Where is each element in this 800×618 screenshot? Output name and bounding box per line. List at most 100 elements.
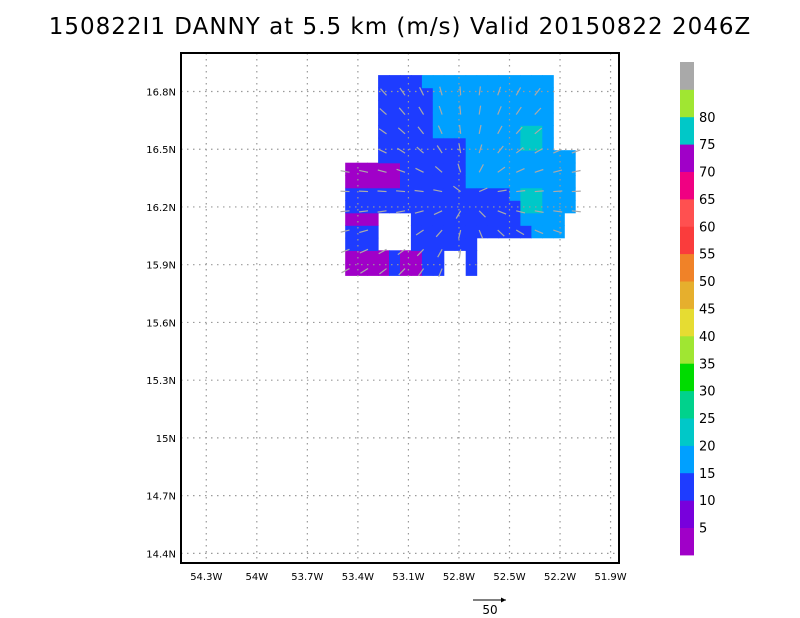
field-cell <box>465 237 478 251</box>
field-cell <box>400 162 412 176</box>
wind-vector <box>458 229 462 239</box>
field-cell <box>421 250 434 264</box>
field-cell <box>465 100 478 114</box>
field-cell <box>432 150 445 164</box>
wind-vector <box>516 190 526 193</box>
field-cell <box>553 187 565 201</box>
wind-vector <box>497 145 504 154</box>
field-cell <box>410 200 423 214</box>
field-cell <box>378 137 390 151</box>
wind-vector <box>534 168 544 173</box>
field-cell <box>400 175 412 189</box>
field-cell <box>421 150 434 164</box>
field-cell <box>564 162 576 176</box>
field-cell <box>421 225 434 239</box>
wind-vector <box>340 170 350 173</box>
colorbar-label: 75 <box>699 138 716 153</box>
field-cell <box>443 125 456 139</box>
wind-vector <box>437 249 443 258</box>
colorbar-segment <box>680 144 694 172</box>
wind-vector <box>459 105 462 115</box>
colorbar-segment <box>680 171 694 200</box>
field-cell <box>400 125 412 139</box>
field-cell <box>498 100 510 114</box>
wind-vector <box>415 167 424 173</box>
field-cell <box>542 87 554 101</box>
field-cell <box>432 137 445 151</box>
field-cell <box>421 75 434 89</box>
field-cell <box>476 187 489 201</box>
field-cell <box>454 162 467 176</box>
field-cell <box>400 75 412 89</box>
field-cell <box>553 175 565 189</box>
field-cell <box>410 87 423 101</box>
field-cell <box>454 187 467 201</box>
field-cell <box>531 175 543 189</box>
wind-vector <box>553 169 563 173</box>
wind-vector <box>396 210 406 214</box>
field-cell <box>345 175 357 189</box>
field-cell <box>498 125 510 139</box>
field-cell <box>389 162 401 176</box>
field-cell <box>564 187 576 201</box>
field-cell <box>345 162 357 176</box>
wind-vector <box>515 229 525 236</box>
y-tick-label: 16.2N <box>146 203 176 214</box>
field-cell <box>520 112 532 126</box>
reference-label: 50 <box>482 603 497 617</box>
x-tick-label: 53.4W <box>342 572 374 583</box>
field-cell <box>509 150 521 164</box>
field-cell <box>454 175 467 189</box>
field-cell <box>553 212 565 226</box>
wind-vector <box>516 210 526 214</box>
field-cell <box>421 237 434 251</box>
wind-vector <box>453 185 462 193</box>
wind-vector <box>417 126 425 135</box>
field-cell <box>520 100 532 114</box>
colorbar-label: 45 <box>699 303 716 318</box>
field-cell <box>367 250 379 264</box>
wind-vector <box>397 147 406 154</box>
field-cell <box>421 125 434 139</box>
wind-vector <box>458 249 462 259</box>
field-cell <box>509 125 521 139</box>
colorbar-segment <box>680 62 694 90</box>
field-cell <box>410 225 423 239</box>
field-cell <box>443 237 456 251</box>
field-cell <box>509 225 521 239</box>
field-cell <box>421 162 434 176</box>
wind-vector <box>379 268 387 275</box>
reference-arrow-head <box>501 597 506 603</box>
field-cell <box>465 187 478 201</box>
wind-vector <box>439 86 443 96</box>
x-tick-label: 53.1W <box>392 572 424 583</box>
field-cell <box>509 137 521 151</box>
field-cell <box>487 187 500 201</box>
field-cell <box>356 162 368 176</box>
y-tick-label: 15.9N <box>146 261 176 272</box>
field-cell <box>487 137 500 151</box>
y-tick-label: 15.3N <box>146 376 176 387</box>
wind-vector <box>397 127 406 135</box>
field-cell <box>389 125 401 139</box>
field-cell <box>443 75 456 89</box>
colorbar-label: 30 <box>699 385 716 400</box>
field-cell <box>345 187 357 201</box>
wind-vector <box>478 144 483 154</box>
y-tick-label: 14.7N <box>146 492 176 503</box>
field-cell <box>520 162 532 176</box>
wind-vector <box>478 187 488 193</box>
wind-vector <box>534 127 543 135</box>
field-cell <box>345 225 357 239</box>
colorbar-segment <box>680 335 694 364</box>
field-cell <box>520 150 532 164</box>
field-cell <box>542 162 554 176</box>
field-cell <box>432 175 445 189</box>
field-cell <box>421 175 434 189</box>
wind-vector <box>377 190 387 193</box>
wind-vector <box>399 87 406 96</box>
wind-vector <box>497 210 507 215</box>
colorbar-segment <box>680 198 694 227</box>
field-cell <box>553 162 565 176</box>
wind-vector <box>478 105 482 115</box>
